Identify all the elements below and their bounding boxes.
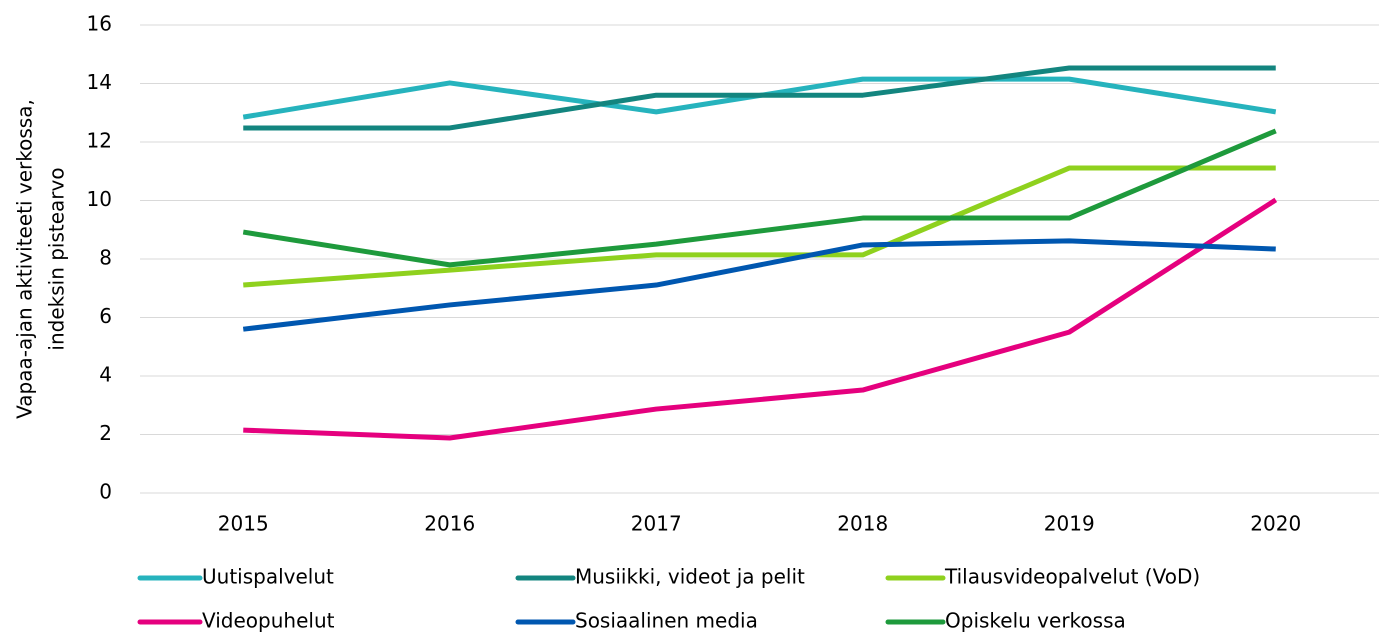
legend-label: Tilausvideopalvelut (VoD) bbox=[944, 565, 1200, 589]
x-tick-label: 2020 bbox=[1250, 512, 1301, 536]
y-tick-label: 12 bbox=[87, 129, 112, 153]
series-line bbox=[243, 65, 1276, 131]
y-label-line: Vapaa-ajan aktiviteeti verkossa, bbox=[13, 99, 37, 419]
series-line bbox=[243, 197, 1278, 441]
legend-label: Videopuhelut bbox=[202, 609, 335, 633]
y-tick-label: 10 bbox=[87, 187, 112, 211]
series-line bbox=[242, 128, 1277, 268]
legend-label: Sosiaalinen media bbox=[575, 609, 758, 633]
legend-label: Uutispalvelut bbox=[202, 565, 334, 589]
series-line bbox=[242, 238, 1276, 332]
series-line bbox=[243, 165, 1276, 288]
y-axis-title: Vapaa-ajan aktiviteeti verkossa, indeksi… bbox=[13, 99, 69, 419]
legend-label: Musiikki, videot ja pelit bbox=[575, 565, 805, 589]
y-label-line: indeksin pistearvo bbox=[45, 167, 69, 350]
series-line bbox=[242, 76, 1277, 120]
x-tick-label: 2019 bbox=[1044, 512, 1095, 536]
y-tick-label: 16 bbox=[87, 12, 112, 36]
y-tick-label: 6 bbox=[99, 304, 112, 328]
y-tick-label: 14 bbox=[87, 70, 112, 94]
y-tick-label: 0 bbox=[99, 480, 112, 504]
y-tick-label: 2 bbox=[99, 421, 112, 445]
y-tick-label: 4 bbox=[99, 363, 112, 387]
x-tick-label: 2016 bbox=[424, 512, 475, 536]
x-tick-label: 2018 bbox=[837, 512, 888, 536]
x-tick-label: 2017 bbox=[631, 512, 682, 536]
y-tick-label: 8 bbox=[99, 246, 112, 270]
legend-label: Opiskelu verkossa bbox=[945, 609, 1126, 633]
x-tick-label: 2015 bbox=[218, 512, 269, 536]
